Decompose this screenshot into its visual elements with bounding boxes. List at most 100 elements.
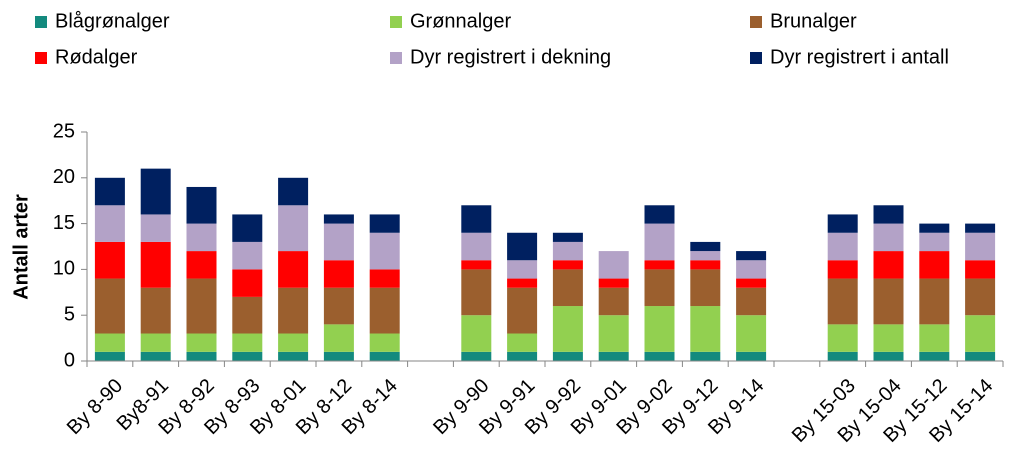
bar-segment [644, 269, 675, 307]
bar-segment [369, 351, 400, 361]
bar-segment [827, 232, 858, 261]
legend-label: Dyr registrert i antall [770, 46, 949, 68]
bar-segment [690, 306, 721, 352]
bar-segment [873, 278, 904, 325]
bar-segment [232, 214, 263, 242]
bar-segment [461, 269, 492, 316]
bar-segment [644, 306, 675, 352]
bar-segment [690, 351, 721, 361]
legend-label: Grønnalger [410, 10, 511, 32]
bar-segment [598, 351, 629, 361]
bar-segment [232, 269, 263, 297]
bar-segment [507, 351, 538, 361]
bar-segment [186, 251, 217, 279]
bar-segment [736, 260, 767, 279]
bar-segment [690, 241, 721, 252]
bar-segment [140, 351, 171, 361]
x-tick-label: By 8-90 [63, 375, 127, 439]
bar-segment [644, 223, 675, 261]
bar-segment [919, 278, 950, 325]
bar-segment [507, 333, 538, 352]
bar-segment [278, 351, 309, 361]
bar-segment [644, 351, 675, 361]
bar-segment [232, 351, 263, 361]
bar-segment [278, 205, 309, 252]
legend-swatch [35, 16, 47, 28]
legend-swatch [390, 52, 402, 64]
bar-segment [644, 260, 675, 270]
bar-segment [965, 232, 996, 261]
bar-segment [140, 214, 171, 242]
bar-segment [736, 251, 767, 261]
legend-label: Blågrønalger [55, 10, 170, 32]
bar-segment [965, 315, 996, 352]
bar-segment [278, 251, 309, 288]
bar-segment [919, 232, 950, 252]
bar-segment [873, 223, 904, 252]
bar-segment [461, 351, 492, 361]
bar-segment [140, 287, 171, 334]
bar-segment [232, 296, 263, 334]
bar-segment [552, 232, 583, 242]
y-tick-label: 15 [53, 212, 75, 234]
bar-segment [690, 251, 721, 261]
bar-segment [965, 260, 996, 279]
bar-segment [186, 351, 217, 361]
bar-segment [323, 223, 354, 261]
bar-segment [736, 287, 767, 316]
bar-segment [278, 333, 309, 352]
bar-segment [140, 168, 171, 215]
bar-segment [552, 269, 583, 307]
bar-segment [690, 260, 721, 270]
bar-segment [94, 333, 125, 352]
bar-segment [827, 214, 858, 233]
bar-segment [873, 251, 904, 279]
bar-segment [552, 351, 583, 361]
legend-swatch [750, 52, 762, 64]
bar-segment [323, 351, 354, 361]
legend-swatch [390, 16, 402, 28]
bar-segment [94, 278, 125, 334]
bar-segment [965, 351, 996, 361]
bar-segment [278, 287, 309, 334]
bar-segment [827, 351, 858, 361]
bar-segment [140, 333, 171, 352]
bar-segment [919, 351, 950, 361]
bar-segment [690, 269, 721, 307]
bar-segment [919, 324, 950, 352]
bar-segment [232, 333, 263, 352]
bar-segment [369, 333, 400, 352]
bar-segment [369, 287, 400, 334]
bar-segment [186, 278, 217, 334]
legend-label: Dyr registrert i dekning [410, 46, 611, 68]
bar-segment [140, 241, 171, 288]
bar-segment [186, 333, 217, 352]
bar-segment [369, 232, 400, 270]
bar-segment [461, 232, 492, 261]
bar-segment [369, 269, 400, 288]
bar-segment [507, 260, 538, 279]
bar-segment [598, 278, 629, 288]
bar-segment [827, 324, 858, 352]
bar-segment [278, 177, 309, 206]
bar-segment [919, 251, 950, 279]
legend-swatch [750, 16, 762, 28]
bar-segment [461, 260, 492, 270]
bar-segment [94, 205, 125, 242]
bar-segment [552, 306, 583, 352]
bar-segment [827, 260, 858, 279]
bar-segment [232, 241, 263, 270]
bar-segment [598, 315, 629, 352]
bar-segment [186, 223, 217, 252]
legend-label: Rødalger [55, 46, 138, 68]
bar-segment [461, 315, 492, 352]
bar-segment [94, 351, 125, 361]
bar-segment [873, 351, 904, 361]
bar-segment [323, 287, 354, 325]
y-axis-label: Antall arter [10, 194, 32, 300]
bar-segment [736, 351, 767, 361]
bar-segment [323, 214, 354, 224]
bar-segment [919, 223, 950, 233]
bar-segment [369, 214, 400, 233]
